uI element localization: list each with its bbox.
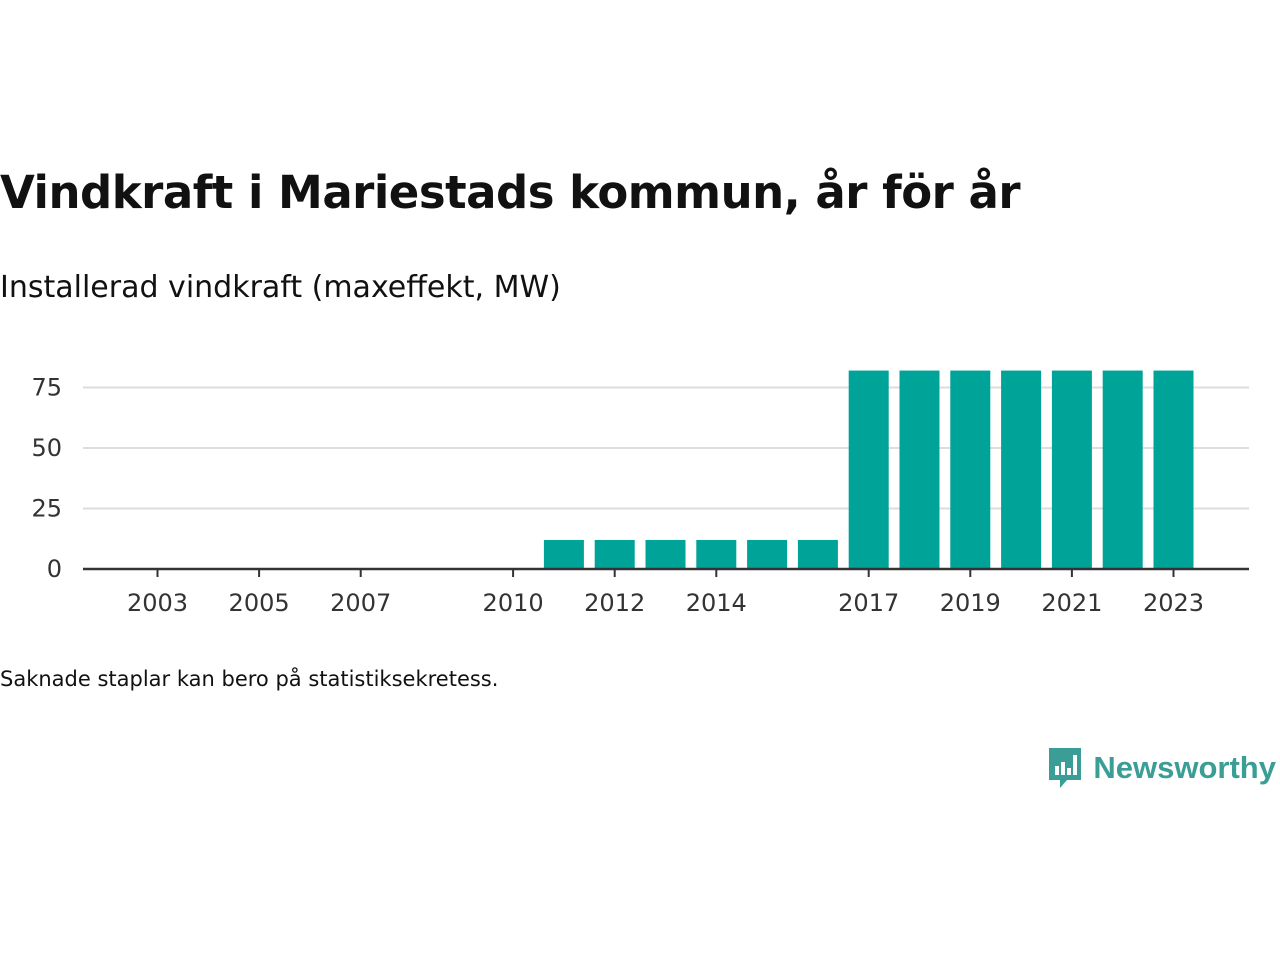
bar-2021 <box>1051 370 1092 569</box>
bar-2015 <box>747 539 788 569</box>
bar-2020 <box>1001 370 1042 569</box>
brand-name: Newsworthy <box>1093 750 1276 785</box>
bar-2011 <box>543 539 584 569</box>
x-tick-label: 2019 <box>940 589 1001 617</box>
bar-2023 <box>1153 370 1194 569</box>
x-tick-label: 2010 <box>483 589 544 617</box>
x-tick-label: 2014 <box>686 589 747 617</box>
footnote: Saknade staplar kan bero på statistiksek… <box>0 667 499 691</box>
x-tick-label: 2023 <box>1143 589 1204 617</box>
y-tick-label: 50 <box>31 434 62 462</box>
bar-2017 <box>848 370 889 569</box>
bar-2019 <box>950 370 991 569</box>
chart-subtitle: Installerad vindkraft (maxeffekt, MW) <box>0 270 561 305</box>
chart-title: Vindkraft i Mariestads kommun, år för år <box>0 166 1021 219</box>
x-tick-label: 2003 <box>127 589 188 617</box>
bar-2016 <box>797 539 838 569</box>
brand-logo: Newsworthy <box>1047 746 1276 790</box>
bar-2022 <box>1102 370 1143 569</box>
x-tick-label: 2017 <box>838 589 899 617</box>
x-tick-label: 2007 <box>330 589 391 617</box>
bar-2018 <box>899 370 940 569</box>
x-axis-labels: 2003 2005 2007 2010 2012 2014 2017 2019 2021 2023 <box>127 569 1204 617</box>
bar-2012 <box>594 539 635 569</box>
x-tick-label: 2021 <box>1041 589 1102 617</box>
y-tick-label: 0 <box>47 555 62 583</box>
newsworthy-logo-icon <box>1049 748 1082 788</box>
y-tick-label: 75 <box>31 374 62 402</box>
x-tick-label: 2012 <box>584 589 645 617</box>
bar-2014 <box>696 539 737 569</box>
x-tick-label: 2005 <box>229 589 290 617</box>
bar-chart: 0 25 50 75 2003 2005 2007 2010 2012 2014 2017 2019… <box>31 370 1249 617</box>
y-axis-labels: 0 25 50 75 <box>31 374 62 584</box>
bars <box>543 370 1194 569</box>
bar-2013 <box>645 539 686 569</box>
y-tick-label: 25 <box>31 495 62 523</box>
